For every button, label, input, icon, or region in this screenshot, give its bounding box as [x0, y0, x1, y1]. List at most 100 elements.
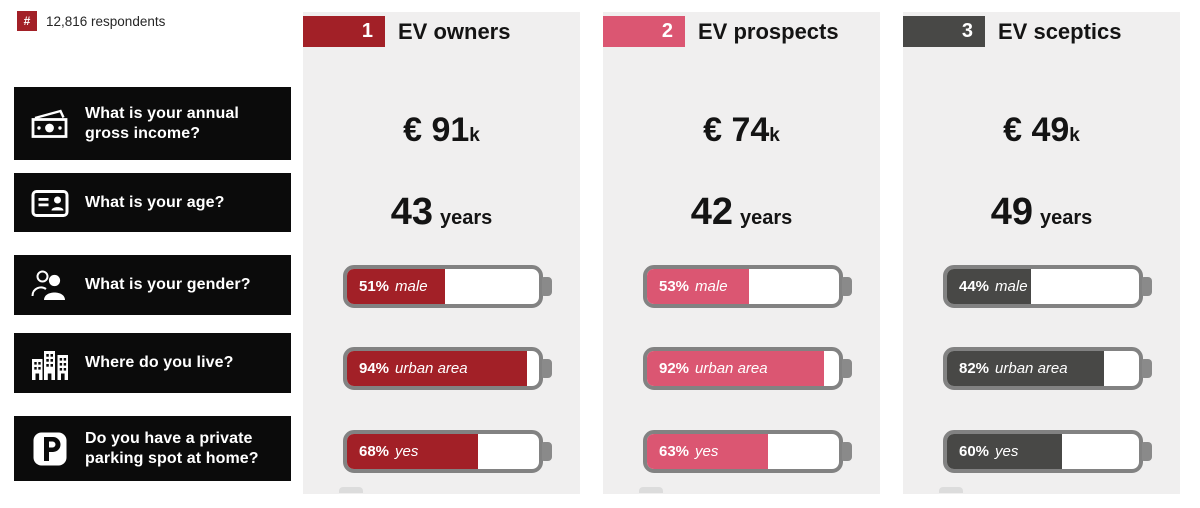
people-icon: [28, 267, 72, 303]
income-amount: € 91: [403, 111, 470, 149]
battery-gauge-parking: 63% yes: [643, 430, 855, 473]
battery-label: 44% male: [959, 269, 1028, 304]
group-title: EV owners: [398, 19, 511, 44]
banknote-icon: [28, 106, 72, 142]
battery-category: urban area: [995, 360, 1068, 377]
battery-gauge-parking: 60% yes: [943, 430, 1155, 473]
rank-badge: 1: [303, 16, 385, 47]
battery-terminal: [1142, 277, 1152, 296]
battery-category: male: [695, 278, 728, 295]
battery-fill: [347, 351, 528, 386]
battery-category: yes: [995, 443, 1019, 460]
battery-percent: 63%: [659, 443, 690, 460]
battery-label: 63% yes: [659, 434, 718, 469]
battery-fill: [947, 434, 1063, 469]
battery-label: 51% male: [359, 269, 428, 304]
question-text: What is your gender?: [85, 276, 251, 294]
battery-percent: 94%: [359, 360, 390, 377]
rank-number: 3: [961, 20, 973, 42]
battery-gauge-gender: 44% male: [943, 265, 1155, 308]
age-amount: 49: [990, 191, 1033, 233]
battery-terminal: [1142, 442, 1152, 461]
battery-terminal: [842, 359, 852, 378]
next-row-cutoff-sliver: [639, 487, 663, 493]
question-text: What is your age?: [85, 193, 225, 211]
battery-fill: [947, 269, 1032, 304]
respondents-label: 12,816 respondents: [46, 13, 166, 29]
question-box: What is your gender?: [14, 255, 291, 315]
battery-terminal: [542, 442, 552, 461]
battery-label: 82% urban area: [959, 351, 1068, 386]
battery-body: 94% urban area: [343, 347, 543, 390]
battery-label: 60% yes: [959, 434, 1018, 469]
battery-gauge-residence: 92% urban area: [643, 347, 855, 390]
battery-category: male: [395, 278, 428, 295]
battery-terminal: [842, 442, 852, 461]
battery-terminal: [542, 277, 552, 296]
respondents-row: # 12,816 respondents: [17, 11, 165, 31]
parking-icon: [28, 431, 72, 467]
battery-fill: [347, 269, 445, 304]
rank-number: 2: [661, 20, 673, 42]
battery-body: 44% male: [943, 265, 1143, 308]
battery-terminal: [1142, 359, 1152, 378]
income-value: € 74k: [603, 111, 880, 150]
income-unit: k: [1069, 125, 1080, 146]
battery-body: 63% yes: [643, 430, 843, 473]
battery-percent: 68%: [359, 443, 390, 460]
group-card: 1 EV owners € 91k 43 years 51% male 94% urb…: [303, 12, 580, 494]
age-unit: years: [440, 207, 493, 229]
battery-body: 53% male: [643, 265, 843, 308]
question-box: What is your annual gross income?: [14, 87, 291, 160]
battery-fill: [647, 269, 749, 304]
id-card-icon: [28, 185, 72, 221]
battery-gauge-parking: 68% yes: [343, 430, 555, 473]
age-unit: years: [740, 207, 793, 229]
battery-terminal: [542, 359, 552, 378]
battery-category: urban area: [395, 360, 468, 377]
battery-label: 68% yes: [359, 434, 418, 469]
battery-percent: 53%: [659, 278, 690, 295]
question-box: Do you have a private parking spot at ho…: [14, 416, 291, 481]
age-amount: 43: [390, 191, 433, 233]
next-row-cutoff-sliver: [339, 487, 363, 493]
question-box: Where do you live?: [14, 333, 291, 393]
income-amount: € 49: [1003, 111, 1070, 149]
battery-gauge-residence: 82% urban area: [943, 347, 1155, 390]
battery-label: 53% male: [659, 269, 728, 304]
buildings-icon: [28, 345, 72, 381]
income-unit: k: [469, 125, 480, 146]
income-value: € 49k: [903, 111, 1180, 150]
age-value: 43 years: [303, 191, 580, 234]
question-text: Where do you live?: [85, 354, 234, 372]
group-card: 2 EV prospects € 74k 42 years 53% male 92%…: [603, 12, 880, 494]
battery-gauge-gender: 53% male: [643, 265, 855, 308]
battery-body: 51% male: [343, 265, 543, 308]
battery-percent: 82%: [959, 360, 990, 377]
next-row-cutoff-sliver: [939, 487, 963, 493]
hash-icon: #: [17, 11, 37, 31]
group-title: EV prospects: [698, 19, 839, 44]
rank-badge: 3: [903, 16, 985, 47]
rank-badge: 2: [603, 16, 685, 47]
battery-fill: [347, 434, 478, 469]
battery-percent: 92%: [659, 360, 690, 377]
group-cards: 1 EV owners € 91k 43 years 51% male 94% urb…: [303, 12, 1180, 494]
age-amount: 42: [690, 191, 733, 233]
income-unit: k: [769, 125, 780, 146]
age-value: 49 years: [903, 191, 1180, 234]
age-value: 42 years: [603, 191, 880, 234]
group-title: EV sceptics: [998, 19, 1122, 44]
battery-category: yes: [695, 443, 719, 460]
question-text: What is your annual gross income?: [85, 104, 239, 142]
battery-percent: 44%: [959, 278, 990, 295]
battery-body: 82% urban area: [943, 347, 1143, 390]
battery-label: 92% urban area: [659, 351, 768, 386]
battery-terminal: [842, 277, 852, 296]
battery-body: 68% yes: [343, 430, 543, 473]
battery-label: 94% urban area: [359, 351, 468, 386]
battery-fill: [647, 434, 768, 469]
battery-gauge-residence: 94% urban area: [343, 347, 555, 390]
income-amount: € 74: [703, 111, 770, 149]
